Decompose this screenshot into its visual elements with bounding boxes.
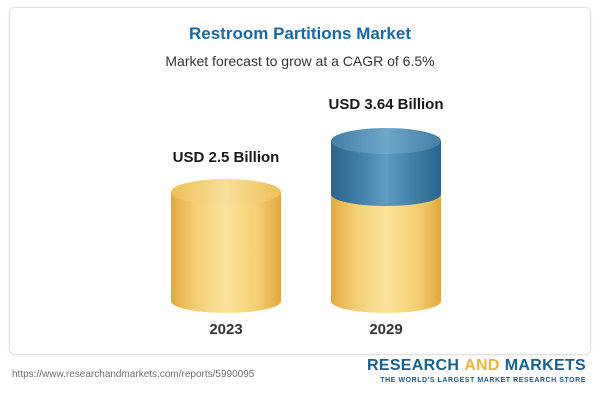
chart-subtitle: Market forecast to grow at a CAGR of 6.5… bbox=[165, 53, 435, 69]
bar-value-label-2029: USD 3.64 Billion bbox=[328, 96, 444, 113]
report-url: https://www.researchandmarkets.com/repor… bbox=[12, 369, 255, 380]
logo-tagline: THE WORLD'S LARGEST MARKET RESEARCH STOR… bbox=[380, 377, 586, 384]
bar-value-label-2023: USD 2.5 Billion bbox=[172, 149, 280, 166]
logo-word-markets: MARKETS bbox=[504, 357, 586, 374]
cylinder-body-yellow-base bbox=[331, 193, 441, 313]
logo-word-and: AND bbox=[464, 357, 500, 374]
x-axis-label-2023: 2023 bbox=[209, 321, 243, 338]
x-axis-label-2029: 2029 bbox=[369, 321, 403, 338]
chart-title: Restroom Partitions Market bbox=[189, 24, 411, 43]
cylinder-top-blue bbox=[331, 128, 441, 154]
research-and-markets-logo: RESEARCH AND MARKETS THE WORLD'S LARGEST… bbox=[367, 357, 586, 384]
cylinder-top-yellow bbox=[171, 179, 281, 205]
bar-cylinder-2029 bbox=[331, 128, 441, 313]
logo-word-research: RESEARCH bbox=[367, 357, 460, 374]
logo-wordmark: RESEARCH AND MARKETS bbox=[367, 357, 586, 375]
chart-card: Restroom Partitions Market Market foreca… bbox=[9, 7, 591, 355]
bar-cylinder-2023 bbox=[171, 179, 281, 313]
cylinder-body-yellow bbox=[171, 192, 281, 313]
